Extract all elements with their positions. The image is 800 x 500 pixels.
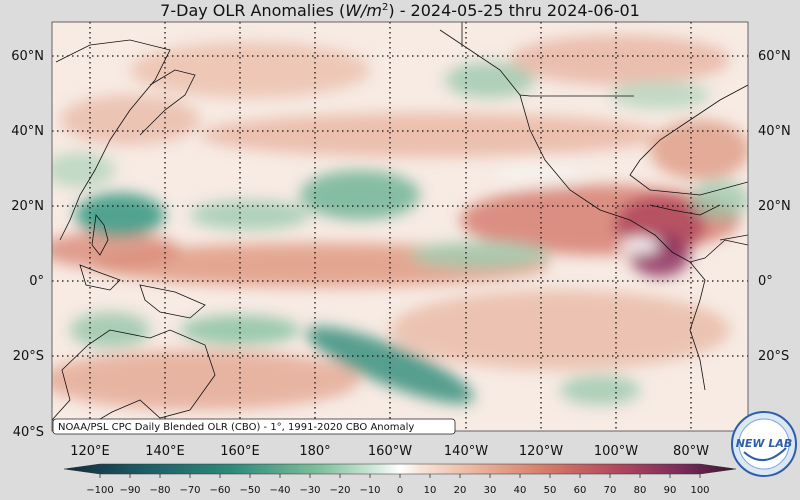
colorbar-tick-label: −40 bbox=[269, 485, 290, 496]
colorbar-tick-label: 0 bbox=[397, 485, 403, 496]
lat-label: 60°N bbox=[11, 49, 44, 64]
lat-label: 20°S bbox=[13, 349, 44, 364]
colorbar-tick-label: 30 bbox=[484, 485, 497, 496]
lat-label: 0° bbox=[758, 274, 773, 289]
colorbar-tick-label: −50 bbox=[239, 485, 260, 496]
colorbar-tick-label: −80 bbox=[149, 485, 170, 496]
colorbar-tick-label: −20 bbox=[329, 485, 350, 496]
chart-title: 7-Day OLR Anomalies (W/m2) - 2024-05-25 … bbox=[160, 1, 640, 20]
source-note-text: NOAA/PSL CPC Daily Blended OLR (CBO) - 1… bbox=[58, 422, 414, 433]
colorbar-tick-label: −60 bbox=[209, 485, 230, 496]
latitude-labels-right: 60°N 40°N 20°N 0° 20°S bbox=[758, 49, 791, 364]
source-note-box bbox=[52, 418, 456, 435]
colorbar-bar bbox=[63, 463, 737, 475]
lon-label: 180° bbox=[299, 444, 330, 459]
lat-label: 40°S bbox=[13, 425, 44, 440]
colorbar-tick-label: 90 bbox=[664, 485, 677, 496]
graticule bbox=[52, 22, 748, 431]
lon-label: 160°W bbox=[368, 444, 412, 459]
new-lab-logo: NEW LAB bbox=[731, 411, 797, 477]
lat-label: 40°N bbox=[11, 124, 44, 139]
anomaly-map bbox=[52, 22, 748, 431]
coastlines bbox=[52, 22, 748, 426]
colorbar-tick-label: 60 bbox=[574, 485, 587, 496]
lon-label: 140°W bbox=[444, 444, 488, 459]
colorbar-tick-label: 10 bbox=[424, 485, 437, 496]
colorbar-tick-label: 50 bbox=[544, 485, 557, 496]
lat-label: 20°S bbox=[758, 349, 789, 364]
colorbar-tick-label: −100 bbox=[86, 485, 113, 496]
colorbar-tick-label: 20 bbox=[454, 485, 467, 496]
colorbar-tick-label: 70 bbox=[604, 485, 617, 496]
colorbar-tick-label: −30 bbox=[299, 485, 320, 496]
colorbar-tick-label: −70 bbox=[179, 485, 200, 496]
longitude-labels: 120°E 140°E 160°E 180° 160°W 140°W 120°W… bbox=[70, 444, 709, 459]
source-note: NOAA/PSL CPC Daily Blended OLR (CBO) - 1… bbox=[52, 418, 456, 435]
lat-label: 20°N bbox=[758, 199, 791, 214]
colorbar-ticks: −100 −90 −80 −70 −60 −50 −40 −30 −20 −10 0 10 20 30 40… bbox=[86, 474, 710, 496]
latitude-labels-left: 60°N 40°N 20°N 0° 20°S 40°S bbox=[11, 49, 44, 440]
lon-label: 160°E bbox=[220, 444, 260, 459]
colorbar-tick-label: −10 bbox=[359, 485, 380, 496]
lat-label: 40°N bbox=[758, 124, 791, 139]
lat-label: 60°N bbox=[758, 49, 791, 64]
lon-label: 100°W bbox=[594, 444, 638, 459]
lat-label: 0° bbox=[29, 274, 44, 289]
colorbar-tick-label: 80 bbox=[634, 485, 647, 496]
logo-text: NEW LAB bbox=[736, 437, 793, 450]
lon-label: 80°W bbox=[673, 444, 709, 459]
lon-label: 120°E bbox=[70, 444, 110, 459]
colorbar-tick-label: 40 bbox=[514, 485, 527, 496]
colorbar-tick-label: −90 bbox=[119, 485, 140, 496]
colorbar: −100 −90 −80 −70 −60 −50 −40 −30 −20 −10 0 10 20 30 40… bbox=[63, 463, 737, 496]
lon-label: 140°E bbox=[145, 444, 185, 459]
colorbar-tick-label: 100 bbox=[690, 485, 709, 496]
lat-label: 20°N bbox=[11, 199, 44, 214]
lon-label: 120°W bbox=[519, 444, 563, 459]
